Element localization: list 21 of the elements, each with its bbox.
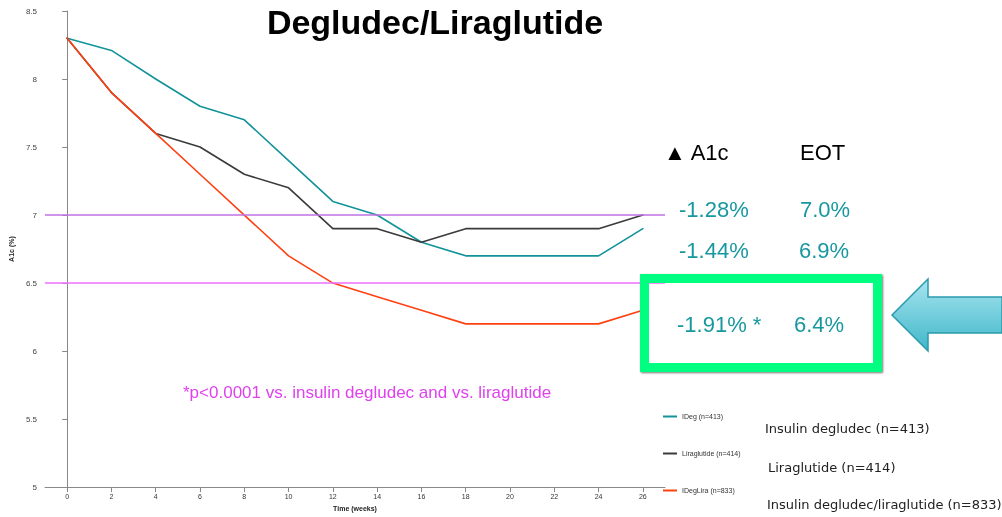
annotation: *p<0.0001 vs. insulin degludec and vs. liraglutide: [183, 383, 552, 403]
y-tick-label: 7.5: [25, 142, 38, 152]
text: Insulin degludec (n=413): [765, 421, 930, 436]
y-tick-label: 7: [32, 210, 38, 220]
y-tick-label: 8: [32, 74, 38, 84]
text: Insulin degludec/liraglutide (n=833): [767, 497, 1002, 512]
text: 6.9%: [799, 238, 850, 264]
text: -1.91% *: [677, 312, 762, 338]
chart-title: Degludec/Liraglutide: [266, 3, 604, 41]
y-tick-label: 8.5: [25, 6, 38, 16]
y-tick-label: 6: [32, 346, 38, 356]
text: -1.44%: [679, 238, 749, 264]
text: -1.28%: [679, 197, 749, 223]
text: 6.4%: [794, 312, 845, 338]
text: EOT: [800, 140, 846, 166]
y-tick-label: 5.5: [25, 414, 38, 424]
y-tick-label: 5: [32, 482, 38, 492]
text: 7.0%: [800, 197, 851, 223]
text: Liraglutide (n=414): [768, 460, 896, 475]
y-tick-label: 6.5: [25, 278, 38, 288]
annotation: ▲ A1c: [664, 140, 729, 166]
